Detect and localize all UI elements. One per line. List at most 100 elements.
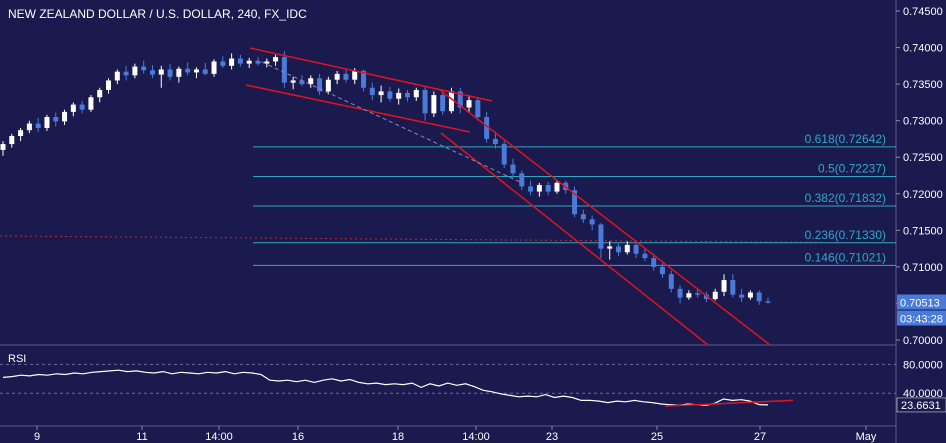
fib-label: 0.146(0.71021)	[805, 250, 886, 264]
price-tick-label: 0.70000	[903, 335, 943, 347]
candle-body	[448, 91, 454, 112]
candle-body	[123, 71, 129, 76]
candle-body	[484, 117, 490, 139]
price-tick-label: 0.73000	[903, 116, 943, 128]
candle-body	[756, 292, 762, 302]
candle-body	[281, 57, 287, 83]
candle-body	[739, 294, 745, 298]
candle-body	[765, 301, 771, 303]
candle-body	[246, 60, 252, 64]
candle-body	[106, 80, 112, 90]
candle-body	[466, 100, 472, 108]
candle-body	[290, 80, 296, 83]
candle-body	[141, 66, 147, 71]
candle-body	[88, 97, 94, 110]
candle-body	[70, 104, 76, 112]
time-tick-label: 11	[136, 431, 147, 443]
time-tick-label: 16	[292, 431, 304, 443]
price-tick-label: 0.73500	[903, 79, 943, 91]
fib-label: 0.5(0.72237)	[818, 161, 886, 175]
candle-body	[149, 70, 155, 75]
candle-body	[352, 70, 358, 80]
candle-body	[677, 288, 683, 298]
candle-body	[317, 78, 323, 92]
candle-body	[264, 61, 270, 64]
candle-body	[9, 136, 15, 145]
candlestick-series	[0, 51, 771, 305]
fib-label: 0.618(0.72642)	[805, 132, 886, 146]
candle-body	[730, 280, 736, 295]
candle-body	[422, 89, 428, 114]
rsi-tick-label: 40.0000	[903, 388, 943, 400]
candle-body	[185, 68, 191, 73]
chart-title: NEW ZEALAND DOLLAR / U.S. DOLLAR, 240, F…	[8, 7, 307, 21]
candle-body	[396, 92, 402, 99]
candle-body	[633, 244, 639, 254]
time-tick-label: 14:00	[462, 431, 490, 443]
candle-body	[440, 95, 446, 112]
candle-body	[79, 104, 85, 110]
candle-body	[616, 246, 622, 253]
candle-body	[158, 69, 164, 75]
candle-body	[237, 58, 243, 64]
candle-body	[35, 123, 41, 128]
candle-body	[589, 219, 595, 225]
candle-body	[545, 185, 551, 192]
candle-body	[167, 69, 173, 77]
candle-body	[176, 68, 182, 77]
time-tick-label: 27	[754, 431, 766, 443]
price-tick-label: 0.71000	[903, 262, 943, 274]
candle-body	[378, 91, 384, 96]
candle-body	[510, 164, 516, 174]
rsi-indicator	[0, 363, 896, 407]
candle-body	[519, 173, 525, 187]
time-tick-label: 23	[546, 431, 558, 443]
candle-body	[703, 294, 709, 300]
time-tick-label: 25	[651, 431, 663, 443]
candle-body	[554, 182, 560, 192]
price-tick-label: 0.71500	[903, 225, 943, 237]
candle-body	[369, 87, 375, 96]
candle-body	[607, 246, 613, 249]
candle-body	[202, 69, 208, 74]
candle-body	[308, 78, 314, 85]
candle-body	[273, 57, 279, 62]
candle-body	[598, 224, 604, 249]
time-tick-label: 14:00	[205, 431, 233, 443]
candle-body	[97, 89, 103, 98]
rsi-trendline	[664, 399, 794, 407]
candle-body	[431, 95, 437, 114]
fib-label: 0.382(0.71832)	[805, 191, 886, 205]
candle-body	[536, 185, 542, 192]
countdown-label: 03:43:28	[900, 313, 943, 325]
candle-body	[492, 138, 498, 145]
candle-body	[457, 91, 463, 108]
lower-channel-line-2	[440, 132, 709, 346]
dotted-level-line	[0, 235, 897, 244]
candle-body	[132, 66, 138, 76]
fibonacci-levels: 0.618(0.72642) 0.5(0.72237) 0.382(0.71832)…	[253, 132, 896, 266]
rsi-line	[2, 369, 769, 407]
candle-body	[26, 123, 32, 131]
candle-body	[62, 111, 68, 122]
last-price-label: 0.70513	[900, 297, 940, 309]
price-axis: 0.74500 0.74000 0.73500 0.73000 0.72500 0.720…	[896, 6, 946, 347]
time-axis: 9 11 14:00 16 18 14:00 23 25 27 May	[34, 426, 877, 443]
rsi-current-badge	[896, 397, 946, 413]
candle-body	[211, 61, 217, 74]
candle-body	[18, 130, 24, 137]
candle-body	[343, 73, 349, 80]
rsi-tick-label: 80.0000	[903, 359, 943, 371]
time-tick-label: 18	[392, 431, 404, 443]
upper-channel-line-1	[249, 47, 493, 102]
candle-body	[404, 92, 410, 98]
candle-body	[659, 266, 665, 275]
price-tick-label: 0.74000	[903, 43, 943, 55]
time-tick-label: May	[856, 431, 877, 443]
price-tick-label: 0.74500	[903, 6, 943, 18]
candle-body	[334, 73, 340, 80]
price-tick-label: 0.72000	[903, 189, 943, 201]
upper-channel-line-2	[439, 89, 771, 346]
